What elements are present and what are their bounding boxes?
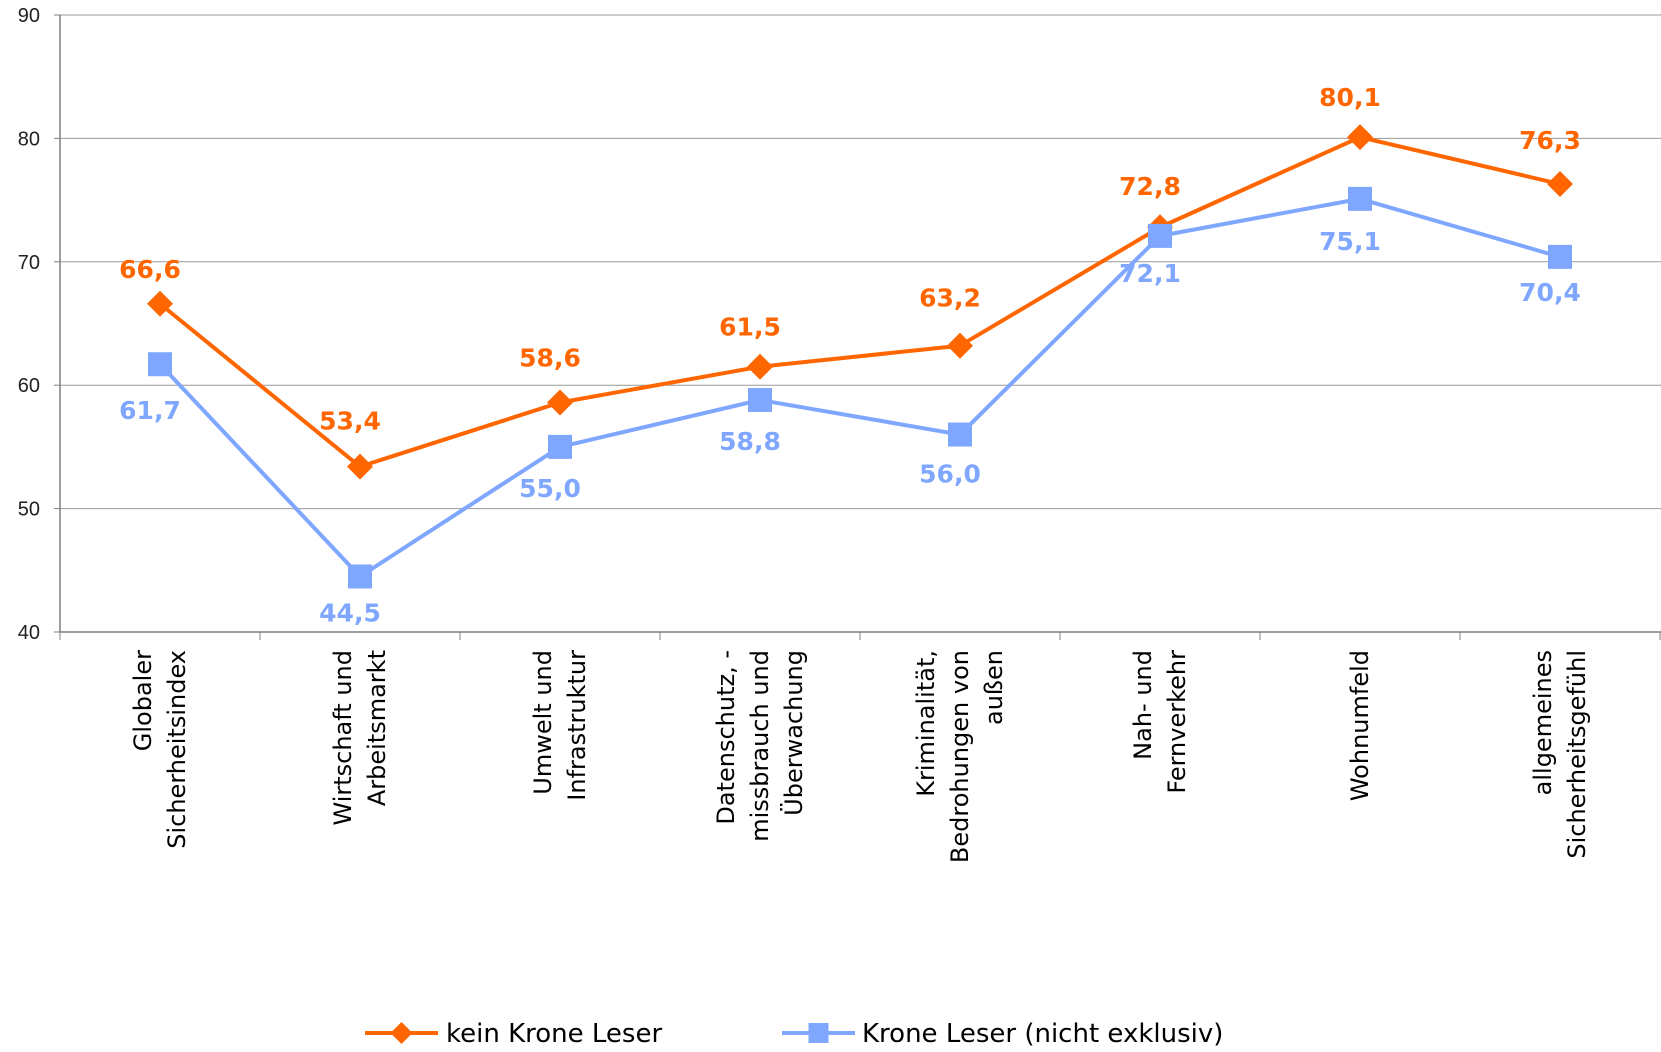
y-tick-label: 40 (18, 622, 40, 644)
y-tick-label: 70 (18, 252, 40, 274)
data-label: 70,4 (1519, 278, 1581, 307)
data-point-square (1548, 244, 1572, 269)
category-label: Sicherheitsgefühl (1563, 650, 1591, 859)
category-label: Infrastruktur (563, 650, 591, 801)
legend: kein Krone Leser Krone Leser (nicht exklu… (365, 1019, 1223, 1049)
y-tick-label: 80 (18, 128, 40, 150)
gridlines (60, 14, 1661, 510)
category-label: Sicherheitsindex (163, 650, 191, 849)
data-point-diamond (1347, 124, 1373, 151)
category-label: Arbeitsmarkt (363, 650, 391, 806)
data-point-square (948, 422, 972, 447)
data-label: 58,6 (519, 343, 581, 372)
y-axis-ticks: 40 50 60 70 80 90 (18, 5, 60, 644)
x-axis-categories: Globaler Sicherheitsindex Wirtschaft und Ar… (129, 650, 1591, 863)
data-label: 44,5 (319, 598, 381, 627)
category-label: Bedrohungen von (946, 650, 974, 863)
series-line-0 (158, 135, 1561, 469)
data-labels: 66,6 53,4 58,6 61,5 63,2 72,8 80,1 76,3 61,7 44,5… (119, 83, 1581, 627)
y-tick-label: 60 (18, 375, 40, 397)
data-label: 53,4 (319, 407, 381, 436)
data-point-diamond (547, 389, 573, 416)
category-label: Wirtschaft und (329, 650, 357, 826)
axes (59, 15, 1661, 640)
legend-marker-square (808, 1023, 829, 1043)
data-point-diamond (747, 353, 773, 380)
data-label: 80,1 (1319, 83, 1381, 112)
category-label: Nah- und (1129, 650, 1157, 760)
data-point-square (148, 352, 172, 377)
category-label: Wohnumfeld (1346, 650, 1374, 801)
category-label: Kriminalität, (912, 650, 940, 797)
data-label: 75,1 (1319, 227, 1381, 256)
data-label: 76,3 (1519, 126, 1581, 155)
category-label: allgemeines (1529, 650, 1557, 795)
data-label: 66,6 (119, 255, 181, 284)
data-label: 56,0 (919, 460, 981, 489)
category-label: außen (980, 650, 1008, 725)
data-label: 58,8 (719, 427, 781, 456)
data-point-diamond (947, 332, 973, 359)
category-label: Fernverkehr (1163, 650, 1191, 794)
data-point-square (1148, 223, 1172, 248)
series-lines (147, 124, 1573, 589)
data-label: 72,1 (1119, 259, 1181, 288)
category-label: Globaler (129, 650, 157, 751)
data-point-square (748, 388, 772, 413)
y-tick-label: 50 (18, 499, 40, 521)
legend-label: Krone Leser (nicht exklusiv) (862, 1019, 1223, 1049)
data-label: 72,8 (1119, 172, 1181, 201)
data-point-diamond (347, 453, 373, 480)
data-label: 55,0 (519, 474, 581, 503)
legend-marker-diamond (390, 1022, 413, 1044)
data-point-square (348, 564, 372, 589)
category-label: Überwachung (779, 650, 808, 816)
category-label: Umwelt und (529, 650, 557, 795)
data-label: 61,7 (119, 396, 181, 425)
data-label: 63,2 (919, 284, 981, 313)
data-point-square (1348, 186, 1372, 211)
category-label: Datenschutz, - (712, 650, 740, 825)
data-point-diamond (147, 290, 173, 317)
y-tick-label: 90 (18, 5, 40, 27)
series-line-1 (158, 196, 1561, 579)
legend-label: kein Krone Leser (446, 1019, 662, 1049)
data-label: 61,5 (719, 313, 781, 342)
data-point-square (548, 434, 572, 459)
data-point-diamond (1547, 171, 1573, 198)
category-label: missbrauch und (746, 650, 774, 842)
